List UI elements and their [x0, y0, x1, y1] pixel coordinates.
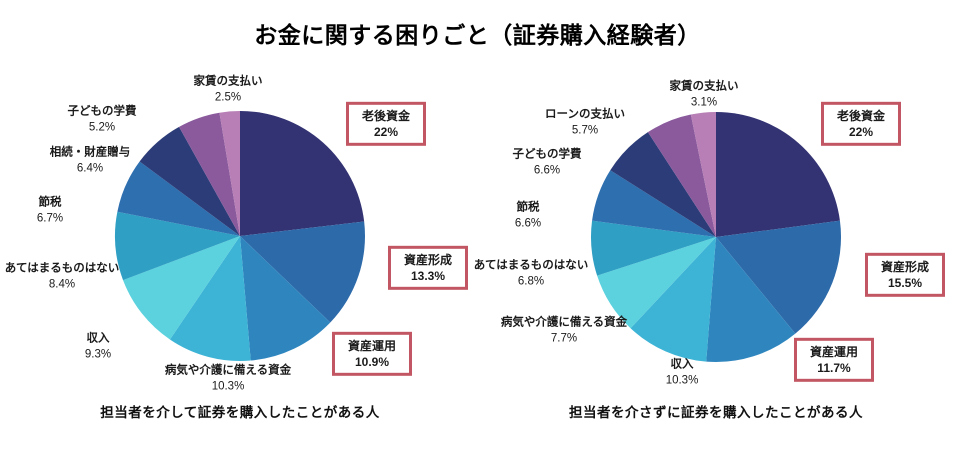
pie-slice [114, 211, 240, 281]
slice-label-value: 2.5% [214, 91, 242, 103]
slice-label-value: 9.3% [84, 348, 112, 360]
pie-slice [139, 126, 240, 236]
slice-label-name: 資産運用 [347, 338, 397, 353]
pie-slice [240, 236, 331, 361]
slice-label-name: 病気や介護に備える資金 [164, 364, 292, 377]
slice-label: 病気や介護に備える資金 7.7% [501, 315, 627, 346]
slice-label-value: 8.4% [48, 278, 76, 290]
pie-slice [169, 236, 251, 362]
slice-label: 相続・財産贈与 6.4% [50, 145, 131, 176]
pie-slice [647, 114, 716, 237]
slice-label-value: 6.4% [76, 162, 104, 174]
slice-label: 節税 6.7% [37, 195, 63, 226]
slice-label-highlighted: 老後資金 22% [820, 101, 902, 147]
slice-label-highlighted: 資産運用 11.7% [793, 337, 875, 383]
slice-label-highlighted: 資産形成 13.3% [387, 245, 469, 291]
slice-label: 収入 10.3% [666, 357, 699, 388]
pie-slice [690, 111, 716, 237]
pie-slice [219, 111, 240, 236]
slice-label-value: 22% [373, 125, 399, 139]
pie-slice [610, 132, 716, 237]
pie-chart-right [591, 111, 842, 362]
pie-slice [716, 112, 840, 237]
slice-label-name: 節税 [516, 201, 540, 214]
slice-label-value: 10.3% [665, 374, 699, 386]
pie-slice [706, 237, 796, 362]
slice-label: 節税 6.6% [515, 200, 541, 231]
slice-label-value: 6.7% [36, 212, 64, 224]
slice-label-value: 7.7% [550, 332, 578, 344]
slice-label-name: 子どもの学費 [512, 148, 582, 161]
pie-slice [123, 236, 240, 340]
slice-label: 子どもの学費 6.6% [513, 147, 582, 178]
pie-slice [597, 237, 716, 329]
slice-label-value: 6.6% [533, 164, 561, 176]
chart-main-title: お金に関する困りごと（証券購入経験者） [254, 22, 701, 48]
slice-label-name: 収入 [86, 332, 110, 345]
slice-label-name: 家賃の支払い [193, 75, 263, 88]
slice-label: 病気や介護に備える資金 10.3% [165, 363, 291, 394]
slice-label-name: 節税 [38, 196, 62, 209]
slice-label-name: 子どもの学費 [67, 105, 137, 118]
slice-label-name: 資産形成 [880, 259, 930, 274]
slice-label: ローンの支払い 5.7% [545, 107, 625, 138]
slice-label-name: ローンの支払い [545, 108, 625, 121]
chart-caption-right: 担当者を介さずに証券を購入したことがある人 [569, 405, 863, 420]
pie-slice [716, 220, 842, 334]
pie-slice [240, 111, 365, 236]
pie-slice [179, 112, 240, 236]
slice-label-value: 3.1% [690, 96, 718, 108]
slice-label-value: 5.7% [571, 124, 599, 136]
slice-label-value: 6.6% [514, 217, 542, 229]
slice-label-name: あてはまるものはない [4, 262, 120, 275]
slice-label: あてはまるものはない 8.4% [5, 261, 120, 292]
pie-chart-left [114, 111, 365, 362]
pie-slice [592, 170, 716, 237]
chart-caption-left: 担当者を介して証券を購入したことがある人 [100, 405, 380, 420]
slice-label: 家賃の支払い 3.1% [670, 79, 739, 110]
slice-label-name: 収入 [670, 358, 694, 371]
slice-label-name: 家賃の支払い [669, 80, 739, 93]
pie-slice [117, 161, 240, 236]
slice-label-value: 6.8% [517, 275, 545, 287]
slice-label-highlighted: 資産形成 15.5% [864, 252, 946, 298]
slice-label-value: 15.5% [887, 276, 923, 290]
slice-label: 家賃の支払い 2.5% [194, 74, 263, 105]
slice-label-name: あてはまるものはない [473, 259, 589, 272]
slice-label-value: 13.3% [410, 269, 446, 283]
slice-label-name: 相続・財産贈与 [49, 146, 131, 159]
slice-label-name: 老後資金 [836, 108, 886, 123]
pie-slice [240, 221, 365, 323]
slice-label: 子どもの学費 5.2% [68, 104, 137, 135]
pie-slice [591, 220, 716, 276]
pie-slice [630, 237, 716, 362]
slice-label-highlighted: 老後資金 22% [345, 101, 427, 147]
slice-label-name: 老後資金 [361, 108, 411, 123]
slice-label-value: 22% [848, 125, 874, 139]
slice-label-value: 10.3% [211, 380, 245, 392]
slice-label-name: 資産運用 [809, 344, 859, 359]
slice-label-value: 10.9% [354, 355, 390, 369]
slice-label: あてはまるものはない 6.8% [474, 258, 589, 289]
slice-label-value: 5.2% [88, 121, 116, 133]
slice-label-value: 11.7% [817, 361, 851, 375]
slice-label-highlighted: 資産運用 10.9% [331, 331, 413, 377]
slice-label: 収入 9.3% [85, 331, 111, 362]
slice-label-name: 資産形成 [403, 252, 453, 267]
slice-label-name: 病気や介護に備える資金 [500, 316, 628, 329]
